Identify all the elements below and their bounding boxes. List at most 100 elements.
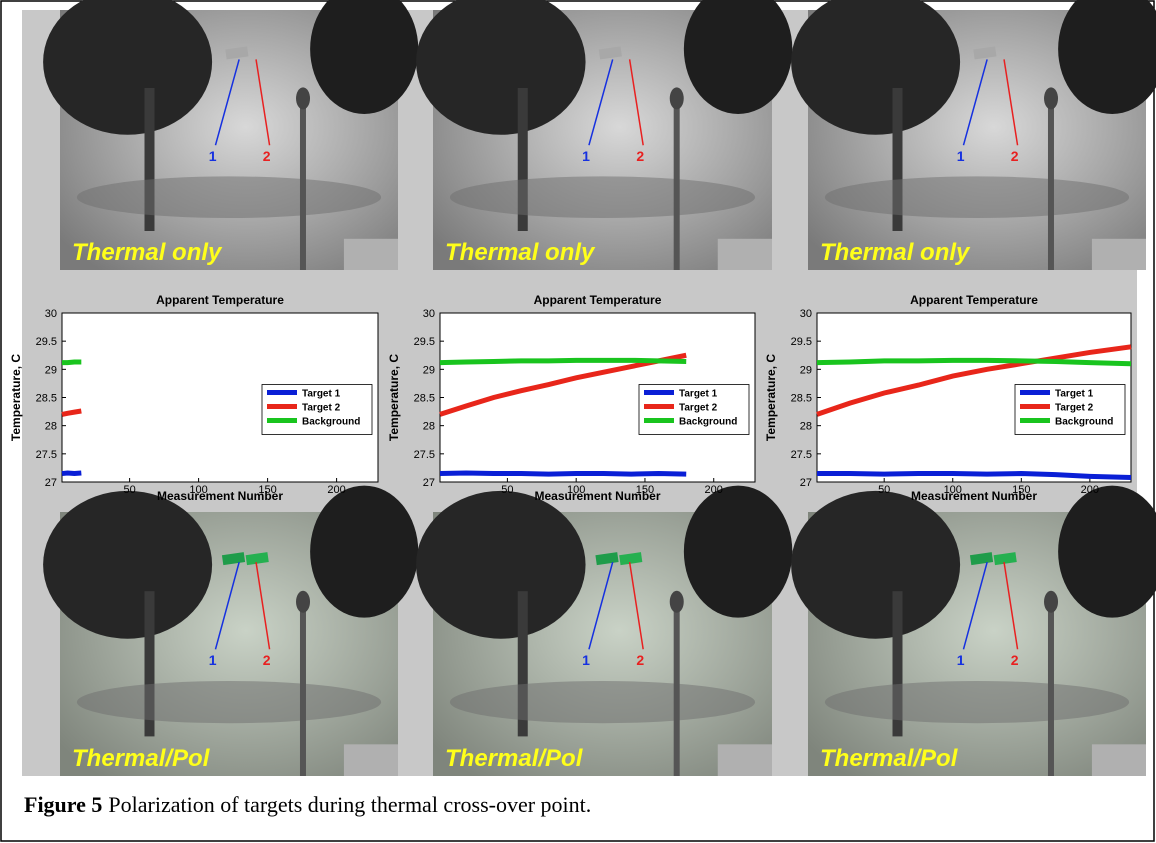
- y-tick-label: 28.5: [414, 393, 435, 405]
- x-tick-label: 50: [878, 484, 890, 496]
- lamp-head: [669, 87, 684, 110]
- marker-label: 2: [1011, 148, 1019, 164]
- tree-trunk: [144, 591, 155, 737]
- target-patch: [225, 46, 249, 60]
- legend-label: Background: [1055, 417, 1113, 428]
- legend: Target 1 Target 2 Background: [1014, 384, 1126, 435]
- marker-line-2: [628, 59, 644, 146]
- marker-line-1: [214, 59, 240, 146]
- ground-shadow: [449, 176, 756, 218]
- lamp-head: [1044, 87, 1059, 110]
- x-axis-label: Measurement Number: [911, 489, 1037, 503]
- target-patch: [595, 552, 619, 566]
- x-axis-label: Measurement Number: [157, 489, 283, 503]
- bench: [343, 744, 398, 776]
- legend-label: Target 2: [1055, 403, 1094, 414]
- tree-trunk: [144, 88, 155, 231]
- y-tick-label: 29: [800, 364, 812, 376]
- marker-label: 1: [209, 148, 217, 164]
- caption: Figure 5 Polarization of targets during t…: [24, 792, 591, 817]
- series-line: [816, 344, 1132, 417]
- y-tick-label: 27.5: [36, 449, 57, 461]
- target-patch: [619, 552, 643, 566]
- caption-label: Figure 5: [24, 792, 102, 817]
- tree-canopy: [310, 0, 419, 114]
- tree-canopy: [791, 490, 961, 639]
- x-tick-label: 200: [705, 484, 723, 496]
- y-tick-label: 27.5: [791, 449, 812, 461]
- chart-title: Apparent Temperature: [910, 293, 1038, 307]
- series-line: [439, 357, 687, 366]
- x-axis-label: Measurement Number: [534, 489, 660, 503]
- image-caption: Thermal only: [820, 239, 971, 266]
- target-patch: [969, 552, 994, 566]
- legend-label: Target 2: [679, 403, 718, 414]
- y-tick-label: 30: [800, 308, 812, 320]
- tree-canopy: [416, 0, 586, 135]
- marker-line-2: [628, 562, 644, 650]
- tree-canopy: [683, 485, 793, 618]
- lamp-post: [299, 601, 306, 776]
- image-caption: Thermal/Pol: [820, 745, 959, 772]
- image-caption: Thermal only: [445, 239, 596, 266]
- bench: [717, 238, 772, 270]
- lamp-post: [673, 601, 680, 776]
- series-line: [439, 352, 687, 417]
- y-tick-label: 30: [45, 308, 57, 320]
- legend: Target 1 Target 2 Background: [261, 384, 373, 435]
- image-panel: 1 2 Thermal/Pol: [43, 485, 419, 776]
- marker-line-2: [1003, 562, 1019, 650]
- caption-text: Polarization of targets during thermal c…: [108, 792, 591, 817]
- image-panel: 1 2 Thermal/Pol: [791, 485, 1156, 776]
- marker-line-1: [962, 59, 988, 146]
- marker-label: 1: [209, 652, 217, 668]
- x-tick-label: 200: [1081, 484, 1099, 496]
- y-axis-label: Temperature, C: [387, 354, 401, 441]
- series-line: [61, 408, 82, 417]
- ground-shadow: [76, 176, 382, 218]
- marker-label: 1: [957, 148, 965, 164]
- y-tick-label: 28: [800, 421, 812, 433]
- tree-canopy: [416, 490, 586, 639]
- image-caption: Thermal/Pol: [445, 745, 584, 772]
- tree-canopy: [310, 485, 419, 618]
- image-panel: 1 2 Thermal only: [43, 0, 419, 271]
- legend-label: Target 1: [302, 389, 341, 400]
- marker-label: 2: [263, 652, 271, 668]
- lamp-post: [1047, 601, 1054, 776]
- ground-shadow: [76, 680, 382, 724]
- target-patch: [598, 46, 622, 60]
- image-panel: 1 2 Thermal/Pol: [416, 485, 793, 776]
- tree-trunk: [892, 88, 903, 231]
- marker-label: 2: [263, 148, 271, 164]
- bench: [343, 238, 398, 270]
- series-line: [62, 359, 82, 366]
- tree-canopy: [1058, 0, 1156, 114]
- ground-shadow: [824, 680, 1130, 724]
- marker-label: 1: [582, 652, 590, 668]
- marker-line-2: [1003, 59, 1019, 146]
- lamp-head: [669, 590, 684, 613]
- y-tick-label: 29: [423, 364, 435, 376]
- chart-title: Apparent Temperature: [534, 293, 662, 307]
- x-tick-label: 150: [1012, 484, 1030, 496]
- image-panel: 1 2 Thermal only: [791, 0, 1156, 271]
- ground-shadow: [449, 680, 756, 724]
- y-axis-label: Temperature, C: [764, 354, 778, 441]
- lamp-post: [673, 98, 680, 271]
- legend-label: Target 1: [1055, 389, 1094, 400]
- bench: [1091, 744, 1146, 776]
- marker-line-1: [962, 561, 988, 650]
- lamp-head: [296, 590, 311, 613]
- y-tick-label: 28.5: [36, 393, 57, 405]
- chart: Apparent Temperature Measurement Number Te…: [764, 293, 1132, 503]
- chart: Apparent Temperature Measurement Number Te…: [387, 293, 756, 503]
- image-caption: Thermal/Pol: [72, 745, 211, 772]
- lamp-head: [296, 87, 311, 110]
- legend-label: Background: [302, 417, 360, 428]
- x-tick-label: 150: [636, 484, 654, 496]
- marker-label: 2: [636, 652, 644, 668]
- y-tick-label: 27: [423, 477, 435, 489]
